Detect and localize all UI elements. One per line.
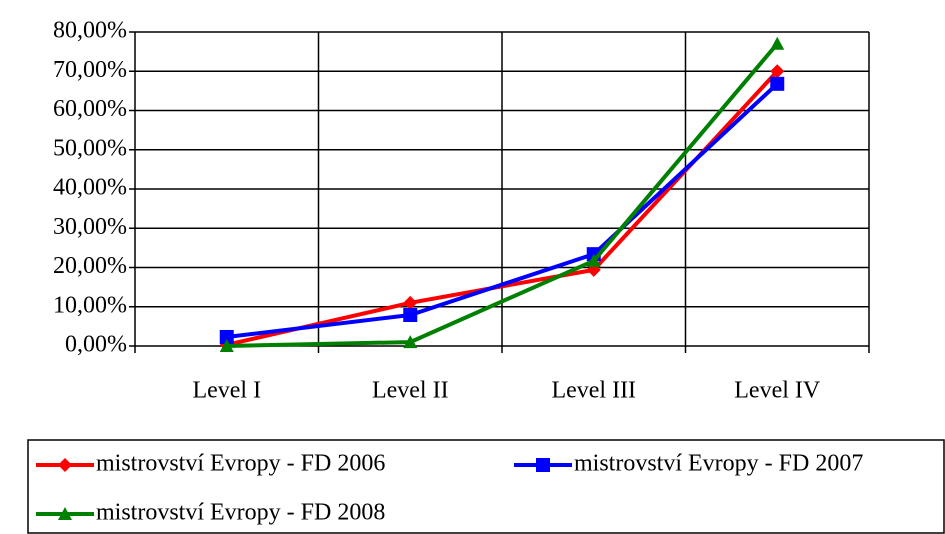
marker: [770, 36, 785, 50]
y-tick-label: 50,00%: [53, 135, 127, 161]
marker: [403, 335, 418, 349]
x-tick-label: Level IV: [734, 378, 821, 404]
y-tick-label: 10,00%: [53, 292, 127, 318]
marker: [536, 458, 550, 472]
legend-box: [27, 439, 945, 534]
y-tick-label: 40,00%: [53, 175, 127, 201]
marker: [586, 253, 601, 267]
marker: [219, 339, 234, 352]
y-tick-label: 60,00%: [53, 96, 127, 122]
marker: [403, 307, 418, 322]
y-tick-label: 80,00%: [53, 18, 127, 44]
y-tick-label: 20,00%: [53, 253, 127, 279]
x-tick-label: Level I: [192, 378, 261, 404]
marker: [58, 507, 72, 520]
x-tick-label: Level II: [372, 378, 449, 404]
y-tick-label: 0,00%: [65, 332, 127, 358]
marker: [58, 458, 72, 472]
marker: [403, 295, 418, 310]
marker: [770, 76, 785, 91]
legend-label: mistrovství Evropy - FD 2007: [574, 451, 863, 477]
marker: [770, 64, 785, 79]
y-tick-label: 30,00%: [53, 214, 127, 240]
series-line: [226, 42, 779, 348]
legend-label: mistrovství Evropy - FD 2006: [96, 451, 385, 477]
legend-label: mistrovství Evropy - FD 2008: [96, 500, 385, 526]
x-tick-label: Level III: [551, 378, 636, 404]
series-line: [226, 82, 779, 339]
marker: [219, 329, 234, 344]
y-tick-label: 70,00%: [53, 57, 127, 83]
